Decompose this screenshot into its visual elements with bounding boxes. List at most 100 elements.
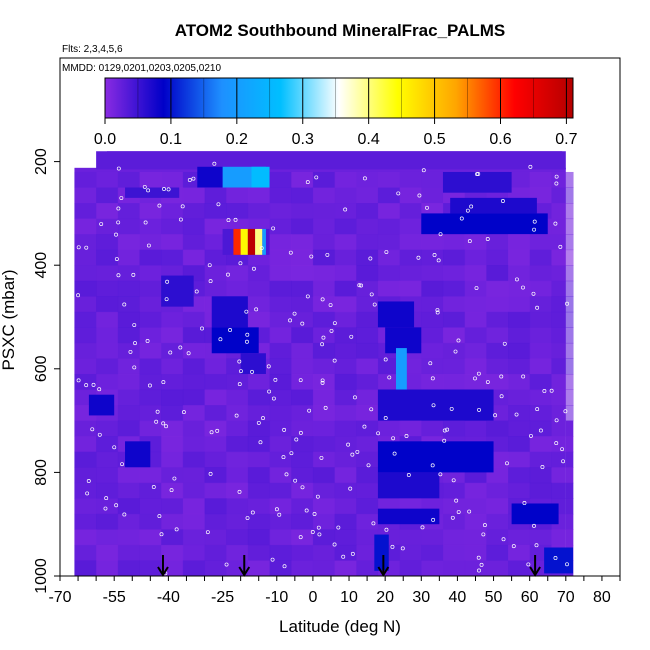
- heatmap-texture: [334, 327, 357, 344]
- sample-dot: [226, 272, 230, 277]
- heatmap-texture: [117, 327, 140, 344]
- heatmap-texture: [334, 342, 357, 359]
- heatmap-texture: [377, 218, 401, 235]
- heatmap-texture: [247, 482, 271, 499]
- sample-dot: [549, 388, 554, 393]
- heatmap-texture: [117, 203, 140, 220]
- sample-dot: [238, 261, 243, 266]
- heatmap-texture: [247, 467, 271, 484]
- sample-dot: [162, 187, 166, 191]
- heatmap-texture: [356, 296, 379, 313]
- heatmap-texture: [96, 373, 119, 391]
- heatmap-texture: [334, 187, 357, 204]
- heatmap-texture: [529, 342, 552, 359]
- sample-dot: [428, 361, 433, 366]
- heatmap-texture: [377, 373, 401, 391]
- heatmap-texture: [269, 203, 292, 220]
- heatmap-cell: [421, 213, 548, 235]
- heatmap-texture: [312, 342, 336, 359]
- sample-dot: [501, 537, 506, 542]
- sample-dot: [200, 326, 204, 331]
- heatmap-texture: [442, 296, 466, 313]
- heatmap-texture: [334, 498, 357, 515]
- heatmap-texture: [291, 358, 314, 375]
- heatmap-texture: [204, 405, 227, 422]
- x-tick-label: 70: [557, 589, 575, 606]
- heatmap-texture: [377, 234, 401, 251]
- heatmap-texture: [139, 234, 162, 251]
- heatmap-texture: [508, 373, 531, 391]
- x-tick-label: 20: [376, 589, 394, 606]
- heatmap-cell: [544, 547, 574, 574]
- heatmap-texture: [508, 249, 531, 266]
- sample-dot: [467, 239, 472, 244]
- heatmap-texture: [377, 420, 401, 437]
- sample-dot: [438, 472, 443, 477]
- heatmap-texture: [508, 389, 531, 406]
- heatmap-texture: [74, 265, 97, 282]
- x-tick-label: -55: [103, 589, 126, 606]
- heatmap-texture: [291, 467, 314, 484]
- sample-dot: [485, 237, 490, 241]
- heatmap-texture: [442, 280, 466, 297]
- heatmap-texture: [312, 171, 336, 188]
- heatmap-texture: [117, 265, 140, 282]
- heatmap-texture: [204, 373, 227, 391]
- sample-dot: [357, 283, 362, 288]
- heatmap-texture: [551, 436, 574, 453]
- sample-dot: [479, 562, 484, 567]
- heatmap-texture: [399, 234, 422, 251]
- heatmap-texture: [508, 265, 531, 282]
- heatmap-texture: [117, 467, 140, 484]
- colorbar-tick-label: 0.4: [358, 131, 380, 148]
- sample-dot: [502, 341, 507, 346]
- heatmap-texture: [269, 420, 292, 437]
- sample-dot: [114, 503, 119, 508]
- heatmap-texture: [247, 420, 271, 437]
- heatmap-texture: [312, 296, 336, 313]
- heatmap-texture: [551, 358, 574, 375]
- heatmap-texture: [508, 358, 531, 375]
- heatmap-texture: [96, 171, 119, 188]
- heatmap-texture: [269, 342, 292, 359]
- heatmap-texture: [269, 560, 292, 576]
- sample-dot: [178, 345, 183, 350]
- heatmap-texture: [486, 544, 509, 561]
- heatmap-texture: [117, 373, 140, 391]
- heatmap-texture: [529, 311, 552, 328]
- sample-dot: [281, 455, 286, 460]
- heatmap-texture: [464, 482, 487, 499]
- sample-dot: [481, 532, 486, 537]
- sample-dot: [450, 515, 455, 520]
- colorbar-tick-label: 0.5: [423, 131, 445, 148]
- heatmap-texture: [312, 389, 336, 406]
- x-axis: -70 -55 -40 -25 -10 0 10 20 30 40 50 60 70 80: [48, 575, 621, 606]
- heatmap-texture: [182, 342, 206, 359]
- heatmap-texture: [247, 529, 271, 546]
- heatmap-texture: [74, 311, 97, 328]
- sample-dot: [553, 555, 558, 560]
- heatmap-texture: [117, 218, 140, 235]
- heatmap-texture: [529, 327, 552, 344]
- heatmap-texture: [96, 280, 119, 297]
- heatmap-texture: [96, 327, 119, 344]
- heatmap-texture: [139, 405, 162, 422]
- heatmap-texture: [139, 529, 162, 546]
- heatmap-cell: [88, 394, 115, 416]
- sample-dot: [154, 419, 159, 424]
- sample-dot: [499, 394, 504, 399]
- heatmap-texture: [117, 234, 140, 251]
- sample-dot: [465, 208, 470, 213]
- latitude-arrows: [157, 555, 541, 577]
- heatmap-texture: [182, 498, 206, 515]
- sample-dot: [435, 310, 440, 315]
- sample-dot: [298, 535, 303, 540]
- sample-dot: [194, 289, 199, 294]
- heatmap-texture: [486, 327, 509, 344]
- sample-dot: [216, 202, 221, 207]
- sample-dot: [142, 184, 147, 189]
- heatmap-texture: [226, 467, 249, 484]
- sample-dot: [476, 371, 481, 376]
- sample-dot: [277, 512, 282, 517]
- sample-dot: [172, 476, 177, 481]
